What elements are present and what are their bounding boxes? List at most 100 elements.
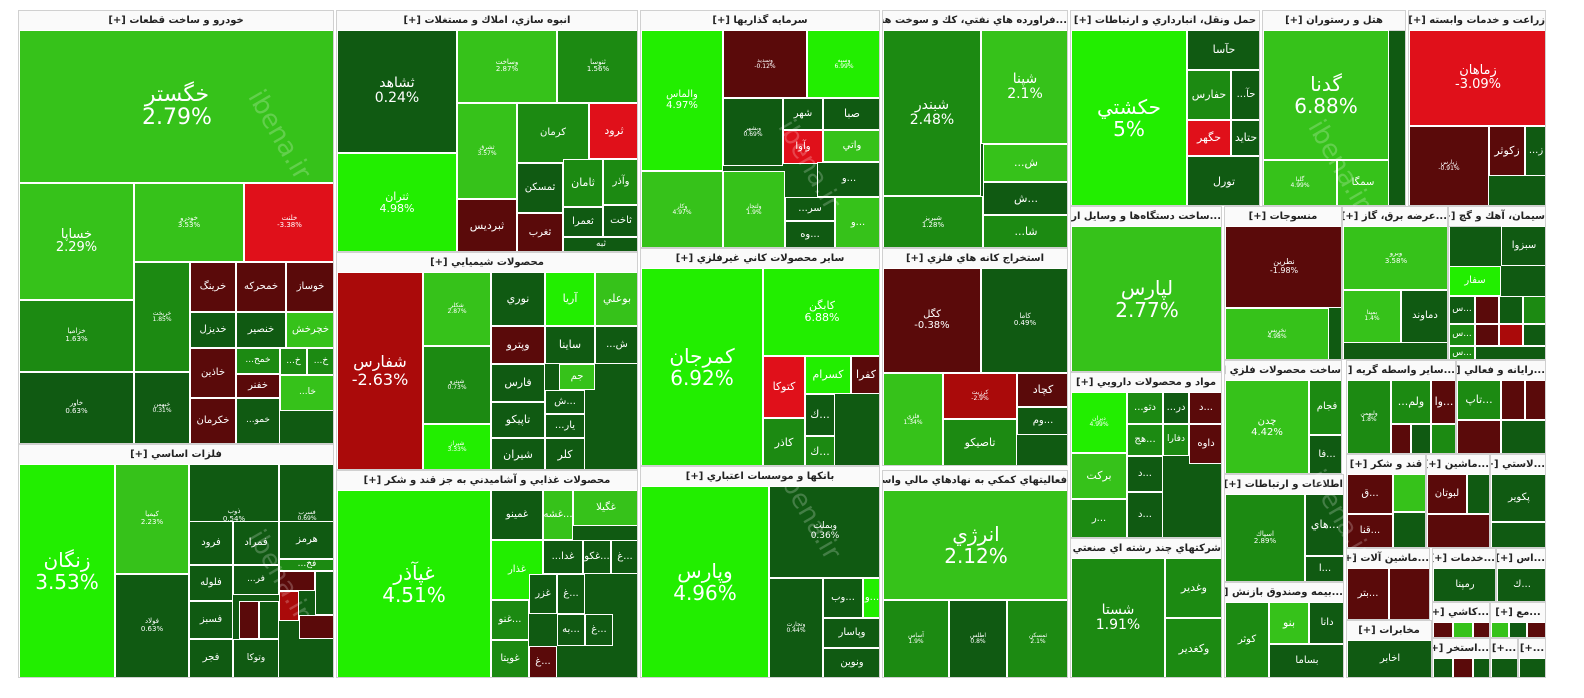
stock-tile[interactable]: رمپنا — [1433, 568, 1495, 601]
sector-title[interactable]: اطلاعات و ارتباطات [+] — [1225, 475, 1343, 495]
stock-tile[interactable]: ثغرب — [517, 213, 563, 251]
stock-tile[interactable]: نخريس 4.98% — [1225, 308, 1329, 359]
stock-tile[interactable]: خاور 0.63% — [19, 372, 134, 443]
mini-tile[interactable] — [1393, 512, 1425, 547]
stock-tile[interactable]: حگهر — [1187, 120, 1231, 156]
mini-tile[interactable] — [1475, 296, 1499, 324]
sector-title[interactable]: انبوه سازي، املاك و مستغلات [+] — [337, 11, 637, 31]
mini-tile[interactable] — [1525, 380, 1545, 420]
stock-tile[interactable]: بنو — [1269, 602, 1309, 644]
stock-tile[interactable]: ولم... — [1391, 380, 1431, 424]
stock-tile[interactable]: شفارس -2.63% — [337, 272, 423, 469]
stock-tile[interactable]: ش... — [983, 144, 1067, 182]
stock-tile[interactable]: در... — [1163, 392, 1189, 424]
stock-tile[interactable]: ...غ — [557, 574, 585, 614]
stock-tile[interactable]: خ... — [280, 348, 307, 375]
stock-tile[interactable]: ...ش — [983, 182, 1067, 215]
stock-tile[interactable]: كلر — [545, 438, 585, 469]
stock-tile[interactable]: ز... — [1525, 126, 1545, 176]
sector-title[interactable]: ...+] — [1491, 639, 1517, 659]
stock-tile[interactable]: ساينا — [545, 326, 595, 364]
stock-tile[interactable]: بساما — [1269, 644, 1343, 677]
mini-tile[interactable] — [1433, 622, 1453, 637]
stock-tile[interactable]: ...ا — [1305, 556, 1343, 581]
stock-tile[interactable]: خدیزل — [190, 312, 236, 348]
stock-tile[interactable]: ...فا — [1309, 435, 1341, 473]
stock-tile[interactable]: خمحرکه — [236, 262, 286, 312]
stock-tile[interactable]: ونوين — [823, 648, 879, 677]
stock-tile[interactable]: نطرين -1.98% — [1225, 226, 1341, 308]
mini-tile[interactable] — [1491, 522, 1545, 547]
stock-tile[interactable]: وغدير — [1165, 558, 1221, 618]
sector-title[interactable]: محصولات غذايي و آشاميدني به جز قند و شكر… — [337, 471, 637, 491]
sector-title[interactable]: ...ساخت دستگاه‌ها و وسايل ار [+] — [1071, 207, 1221, 227]
stock-tile[interactable]: كفرا — [851, 356, 879, 394]
stock-tile[interactable]: ثنوسا 1.56% — [557, 30, 637, 103]
stock-tile[interactable]: سبزوا — [1501, 226, 1545, 266]
mini-tile[interactable] — [1509, 622, 1527, 637]
stock-tile[interactable]: داوه — [1189, 424, 1221, 464]
stock-tile[interactable]: وكغدير — [1165, 618, 1221, 677]
stock-tile[interactable]: خا... — [280, 375, 333, 411]
mini-tile[interactable] — [1523, 296, 1545, 324]
sector-title[interactable]: سرمايه گذاريها [+] — [641, 11, 879, 31]
mini-tile[interactable] — [1411, 424, 1431, 453]
stock-tile[interactable]: خریخت 1.85% — [134, 262, 190, 372]
stock-tile[interactable]: شيران — [491, 438, 545, 469]
stock-tile[interactable]: وآوا — [783, 130, 823, 164]
stock-tile[interactable]: دماوند — [1401, 290, 1447, 343]
stock-tile[interactable]: چدن 4.42% — [1225, 380, 1309, 473]
stock-tile[interactable]: تاپيکو — [491, 402, 545, 438]
stock-tile[interactable]: اخابر — [1347, 640, 1431, 677]
stock-tile[interactable]: کرمان — [517, 103, 589, 163]
stock-tile[interactable]: غذار — [491, 540, 543, 600]
mini-tile[interactable] — [1501, 380, 1525, 420]
stock-tile[interactable]: حکشتي 5% — [1071, 30, 1187, 205]
stock-tile[interactable]: گلیا 4.99% — [1263, 160, 1337, 205]
stock-tile[interactable]: وپاسار — [823, 618, 879, 648]
sector-title[interactable]: شركتهاي چند رشته اي صنعتي [+] — [1071, 539, 1221, 559]
stock-tile[interactable]: ...غكو — [583, 540, 611, 574]
mini-tile[interactable] — [1393, 474, 1425, 512]
stock-tile[interactable]: كسرام — [805, 356, 851, 394]
stock-tile[interactable]: شبریز 1.28% — [883, 196, 983, 247]
stock-tile[interactable]: شهر — [783, 98, 823, 130]
sector-title[interactable]: خودرو و ساخت قطعات [+] — [19, 11, 333, 31]
stock-tile[interactable]: كگل -0.38% — [883, 268, 981, 373]
mini-tile[interactable] — [1527, 622, 1545, 637]
stock-tile[interactable]: حآ... — [1231, 70, 1259, 120]
stock-tile[interactable]: ثمسکن 2.1% — [1007, 600, 1067, 677]
sector-title[interactable]: زراعت و خدمات وابسته [+] — [1409, 11, 1545, 31]
stock-tile[interactable]: خنصیر — [236, 312, 286, 348]
stock-tile[interactable]: غدا... — [543, 540, 583, 574]
mini-tile[interactable] — [1467, 474, 1489, 514]
stock-tile[interactable]: ثبردیس — [457, 199, 517, 251]
stock-tile[interactable]: وپارس 4.96% — [641, 486, 769, 677]
stock-tile[interactable]: ثعمرا — [563, 207, 603, 237]
sector-title[interactable]: ...ماشين [+] — [1427, 455, 1489, 475]
stock-tile[interactable]: ثمسکن — [517, 163, 563, 213]
stock-tile[interactable]: وسدید -0.12% — [723, 30, 807, 98]
sector-title[interactable]: ...بيمه وصندوق بازنش [+] — [1225, 583, 1343, 603]
mini-tile[interactable] — [1431, 424, 1455, 453]
stock-tile[interactable]: ...ش — [545, 390, 585, 414]
sector-title[interactable]: ...فراورده هاي نفتي، كك و سوخت هس [+] — [883, 11, 1067, 31]
stock-tile[interactable]: حآسا — [1187, 30, 1259, 70]
mini-tile[interactable] — [1499, 324, 1523, 346]
stock-tile[interactable]: تاصيكو — [943, 419, 1017, 465]
mini-tile[interactable] — [1499, 296, 1523, 324]
sector-title[interactable]: هتل و رستوران [+] — [1263, 11, 1405, 31]
stock-tile[interactable]: زماهان -3.09% — [1409, 30, 1545, 126]
mini-tile[interactable] — [1519, 658, 1545, 677]
stock-tile[interactable]: ...د — [1189, 392, 1221, 424]
stock-tile[interactable]: خرینگ — [190, 262, 236, 312]
mini-tile[interactable] — [299, 615, 333, 639]
stock-tile[interactable]: وبملت 0.36% — [769, 486, 879, 578]
stock-tile[interactable]: ولتجار 1.9% — [723, 171, 785, 247]
stock-tile[interactable]: غمينو — [491, 490, 543, 540]
stock-tile[interactable]: غگيلا — [573, 490, 637, 526]
stock-tile[interactable]: خاذین — [190, 348, 236, 398]
stock-tile[interactable]: گدنا 6.88% — [1263, 30, 1389, 160]
stock-tile[interactable]: كتوكا — [763, 356, 805, 418]
stock-tile[interactable]: فجام — [1309, 380, 1341, 435]
